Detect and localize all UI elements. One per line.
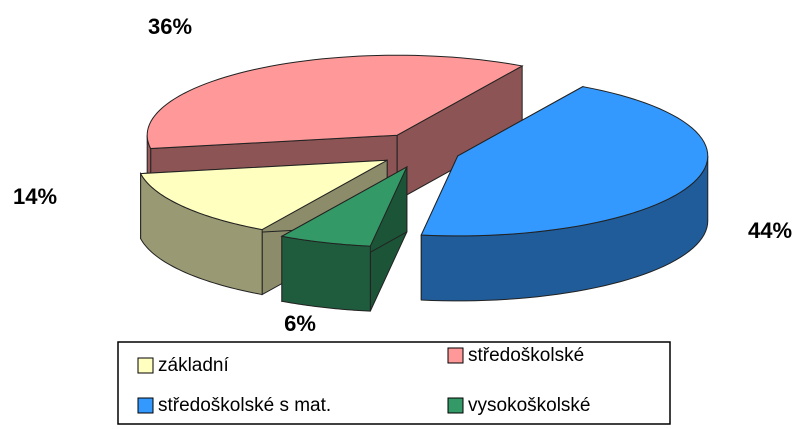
legend-swatch (137, 357, 154, 374)
slice-top (420, 86, 709, 237)
slice-wall (281, 235, 371, 312)
legend-box (117, 341, 671, 425)
legend-label: středoškolské s mat. (158, 395, 331, 416)
legend-swatch (447, 347, 464, 364)
data-label: 44% (748, 218, 792, 243)
legend-label: středoškolské (468, 345, 584, 366)
slice-top (146, 54, 524, 150)
data-label: 14% (13, 184, 57, 209)
legend-swatch (447, 397, 464, 414)
data-label: 36% (148, 14, 192, 39)
legend-swatch (137, 397, 154, 414)
data-label: 6% (284, 311, 316, 336)
slice-top (139, 159, 388, 231)
legend-label: základní (158, 355, 229, 376)
legend-label: vysokoškolské (468, 395, 591, 416)
slice-top (280, 165, 408, 247)
